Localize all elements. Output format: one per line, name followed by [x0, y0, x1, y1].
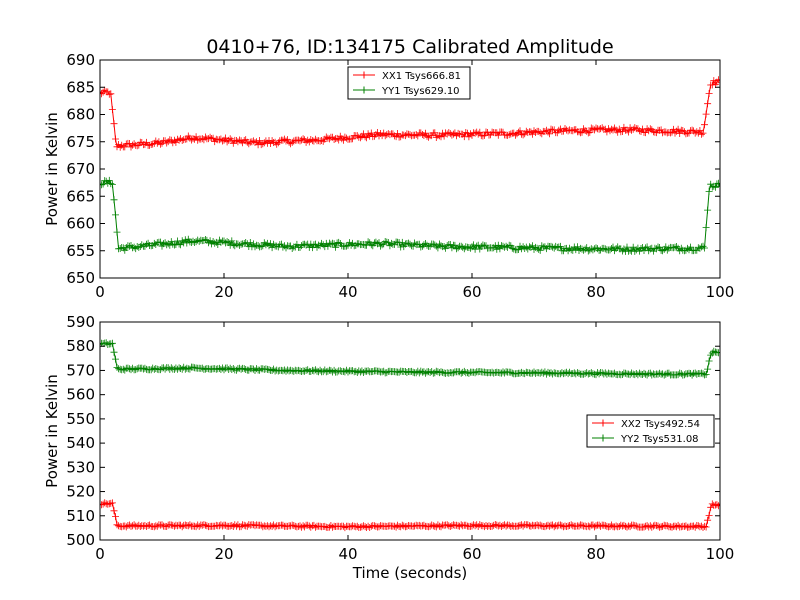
x-tick-label: 0: [95, 545, 105, 563]
x-tick-label: 40: [338, 283, 357, 301]
legend-label: YY2 Tsys531.08: [620, 434, 699, 445]
y-tick-label: 560: [66, 386, 95, 404]
series-markers: [100, 499, 720, 532]
series-markers: [100, 339, 720, 379]
legend-box: [347, 66, 471, 100]
series-markers: [100, 76, 720, 151]
legend-marker: [360, 71, 368, 79]
y-tick-label: 550: [66, 410, 95, 428]
series-markers: [100, 176, 720, 255]
y-tick-label: 655: [66, 242, 95, 260]
legend-marker: [599, 419, 607, 427]
y-tick-label: 685: [66, 78, 95, 96]
x-tick-label: 20: [214, 283, 233, 301]
y-tick-label: 530: [66, 458, 95, 476]
y-tick-label: 675: [66, 133, 95, 151]
y-tick-label: 510: [66, 507, 95, 525]
series-2-group: [100, 339, 720, 379]
series-2-group: [100, 176, 720, 255]
legend: XX2 Tsys492.54 YY2 Tsys531.08: [586, 414, 715, 448]
legend-marker: [599, 434, 607, 442]
x-tick-label: 0: [95, 283, 105, 301]
bottom-panel: 0 20 40 60 80 100 500 510 520 530 540 550 560 570 580 5…: [43, 313, 734, 582]
y-tick-label: 580: [66, 337, 95, 355]
series-1-group: [100, 76, 720, 151]
y-tick-label: 520: [66, 483, 95, 501]
x-tick-label: 60: [462, 283, 481, 301]
y-axis-label: Power in Kelvin: [43, 374, 61, 488]
x-axis-label: Time (seconds): [352, 564, 468, 582]
series-1-group: [100, 499, 720, 532]
x-tick-label: 80: [586, 545, 605, 563]
y-tick-label: 660: [66, 215, 95, 233]
y-axis-label: Power in Kelvin: [43, 112, 61, 226]
legend: XX1 Tsys666.81 YY1 Tsys629.10: [347, 66, 471, 100]
y-tick-label: 665: [66, 187, 95, 205]
x-tick-label: 20: [214, 545, 233, 563]
legend-box: [586, 414, 715, 448]
x-tick-label: 80: [586, 283, 605, 301]
y-tick-label: 680: [66, 106, 95, 124]
axes-frame: [99, 321, 721, 541]
y-tick-label: 650: [66, 269, 95, 287]
legend-label: XX1 Tsys666.81: [382, 71, 461, 82]
legend-marker: [360, 86, 368, 94]
y-tick-label: 590: [66, 313, 95, 331]
figure-title: 0410+76, ID:134175 Calibrated Amplitude: [206, 36, 613, 58]
legend-label: YY1 Tsys629.10: [381, 86, 460, 97]
y-tick-label: 690: [66, 51, 95, 69]
y-tick-label: 540: [66, 434, 95, 452]
x-tick-label: 40: [338, 545, 357, 563]
y-tick-label: 570: [66, 361, 95, 379]
legend-label: XX2 Tsys492.54: [621, 419, 700, 430]
y-tick-label: 500: [66, 531, 95, 549]
x-tick-label: 100: [706, 545, 735, 563]
x-tick-label: 100: [706, 283, 735, 301]
y-tick-label: 670: [66, 160, 95, 178]
x-tick-label: 60: [462, 545, 481, 563]
top-panel: 0 20 40 60 80 100 650 655 660 665 670 675 680 685 690 P…: [43, 51, 734, 301]
